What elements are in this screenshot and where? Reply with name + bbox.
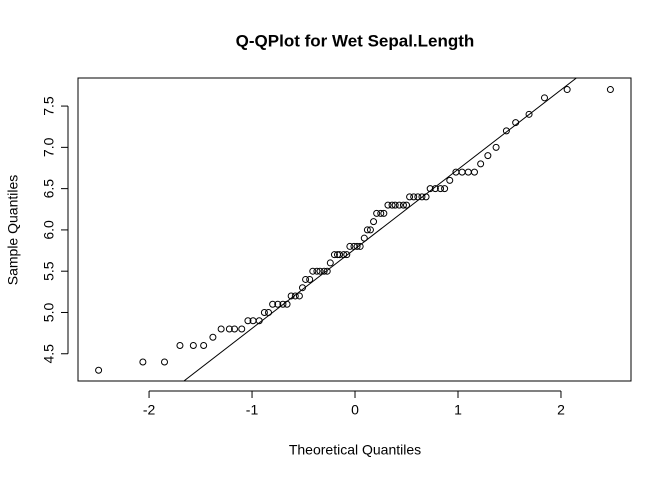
point	[395, 201, 403, 209]
point	[95, 366, 103, 374]
y-tick-label: 7.5	[41, 96, 57, 116]
point	[323, 267, 331, 275]
point	[470, 168, 478, 176]
x-tick-label: 1	[454, 402, 462, 418]
point	[340, 251, 348, 259]
point	[283, 300, 291, 308]
point	[139, 358, 147, 366]
point	[274, 300, 282, 308]
point	[525, 110, 533, 118]
point	[231, 325, 239, 333]
point	[217, 325, 225, 333]
point	[363, 226, 371, 234]
chart-title: Q-QPlot for Wet Sepal.Length	[236, 31, 475, 50]
point	[410, 193, 418, 201]
point	[343, 251, 351, 259]
x-tick-label: 0	[351, 402, 359, 418]
point	[431, 185, 439, 193]
point	[414, 193, 422, 201]
x-tick-label: -2	[143, 402, 156, 418]
point	[426, 185, 434, 193]
plot-box	[77, 77, 632, 382]
point	[373, 209, 381, 217]
point	[370, 218, 378, 226]
point	[484, 152, 492, 160]
point	[260, 308, 268, 316]
point	[380, 209, 388, 217]
point	[265, 308, 273, 316]
point	[295, 292, 303, 300]
point	[563, 86, 571, 94]
point	[406, 193, 414, 201]
point	[346, 242, 354, 250]
point	[336, 251, 344, 259]
point	[360, 234, 368, 242]
point	[161, 358, 169, 366]
y-tick-label: 5.5	[41, 261, 57, 281]
x-axis-label: Theoretical Quantiles	[289, 442, 421, 458]
point	[366, 226, 374, 234]
point	[287, 292, 295, 300]
point	[391, 201, 399, 209]
point	[279, 300, 287, 308]
point	[399, 201, 407, 209]
point	[209, 333, 217, 341]
x-tick-label: 2	[557, 402, 565, 418]
point	[384, 201, 392, 209]
point	[255, 317, 263, 325]
point	[441, 185, 449, 193]
point	[446, 176, 454, 184]
point	[316, 267, 324, 275]
point	[422, 193, 430, 201]
point	[330, 251, 338, 259]
y-tick-label: 6.0	[41, 220, 57, 240]
point	[418, 193, 426, 201]
point	[225, 325, 233, 333]
point	[356, 242, 364, 250]
point	[291, 292, 299, 300]
point	[302, 275, 310, 283]
point	[298, 284, 306, 292]
point	[309, 267, 317, 275]
x-tick-label: -1	[246, 402, 259, 418]
point	[269, 300, 277, 308]
point	[244, 317, 252, 325]
point	[320, 267, 328, 275]
point	[313, 267, 321, 275]
point	[436, 185, 444, 193]
point	[502, 127, 510, 135]
point	[403, 201, 411, 209]
point	[306, 275, 314, 283]
y-tick-label: 7.0	[41, 137, 57, 157]
point	[200, 341, 208, 349]
point	[238, 325, 246, 333]
point	[540, 94, 548, 102]
point	[189, 341, 197, 349]
point	[492, 143, 500, 151]
y-tick-label: 5.0	[41, 303, 57, 323]
point	[353, 242, 361, 250]
point	[326, 259, 334, 267]
point	[388, 201, 396, 209]
y-tick-label: 6.5	[41, 179, 57, 199]
point	[377, 209, 385, 217]
point	[512, 119, 520, 127]
point	[176, 341, 184, 349]
y-tick-label: 4.5	[41, 344, 57, 364]
y-axis-label: Sample Quantiles	[5, 175, 21, 286]
point	[477, 160, 485, 168]
point	[606, 86, 614, 94]
